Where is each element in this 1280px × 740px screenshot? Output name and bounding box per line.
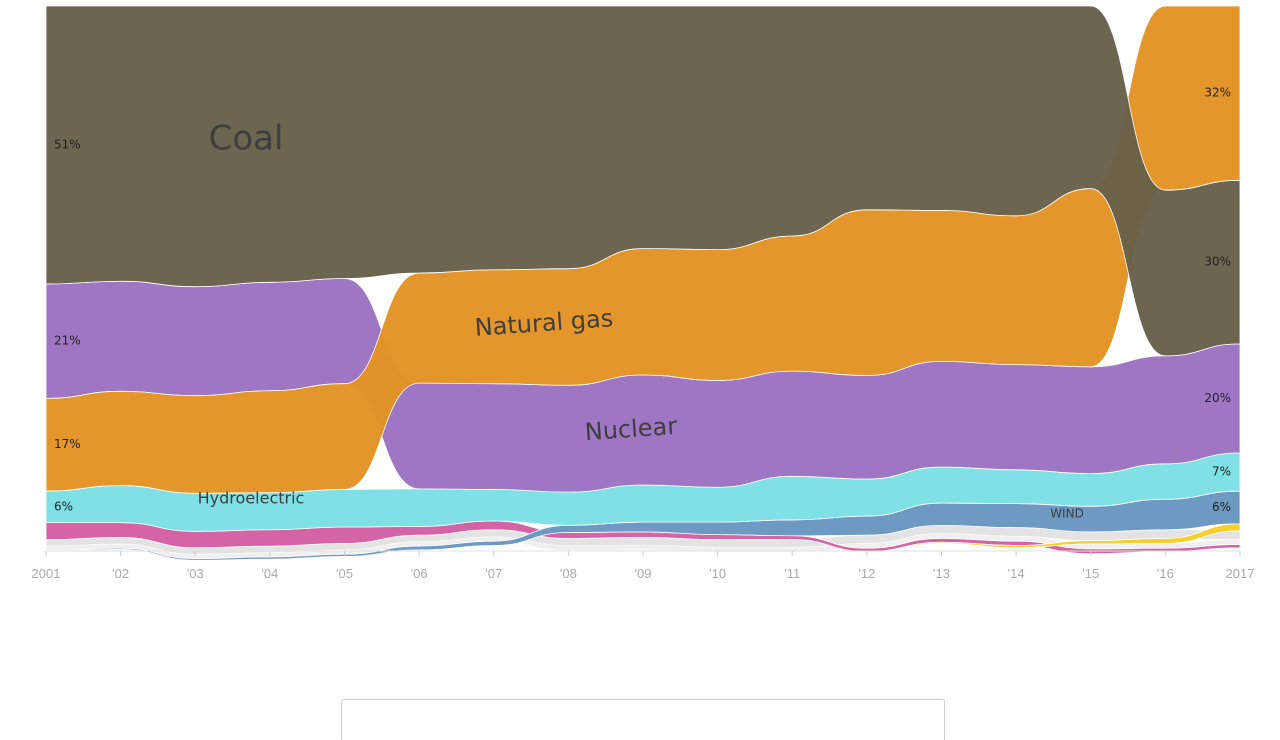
series-label-wind: WIND	[1050, 507, 1084, 521]
series-label-nuclear: Nuclear	[584, 412, 678, 446]
x-tick-label: '09	[635, 566, 652, 581]
electricity-generation-chart: 2001 '02 '03 '04 '05 '06 '07 '08 '09 '10 '11 '12 '13…	[32, 5, 1255, 581]
value-label-hydro-2001: 6%	[54, 499, 73, 513]
x-tick-label: 2001	[32, 566, 61, 581]
series-areas	[45, 5, 1241, 561]
value-label-gas-2017: 32%	[1204, 86, 1231, 100]
x-tick-label: '16	[1157, 566, 1174, 581]
value-label-coal-2017: 30%	[1204, 255, 1231, 269]
x-tick-label: '15	[1082, 566, 1099, 581]
series-label-hydroelectric: Hydroelectric	[198, 489, 305, 508]
value-label-coal-2001: 51%	[54, 137, 81, 151]
x-tick-label: '04	[261, 566, 278, 581]
x-tick-label: '02	[112, 566, 129, 581]
value-label-nuclear-2001: 21%	[54, 334, 81, 348]
value-label-nuclear-2017: 20%	[1204, 391, 1231, 405]
x-tick-label: '05	[336, 566, 353, 581]
x-tick-label: '13	[933, 566, 950, 581]
area-coal	[45, 5, 1241, 357]
series-label-coal: Coal	[209, 119, 284, 159]
value-label-gas-2001: 17%	[54, 437, 81, 451]
value-label-hydro-2017: 7%	[1212, 464, 1231, 478]
value-label-wind-2017: 6%	[1212, 500, 1231, 514]
x-axis: 2001 '02 '03 '04 '05 '06 '07 '08 '09 '10 '11 '12 '13…	[32, 550, 1255, 581]
x-tick-label: '11	[784, 566, 800, 581]
value-labels: 51% 21% 17% 6% 32% 30% 20% 7% 6%	[54, 86, 1231, 514]
x-tick-label: 2017	[1226, 566, 1255, 581]
x-tick-label: '08	[560, 566, 577, 581]
x-tick-label: '03	[187, 566, 204, 581]
x-tick-label: '14	[1008, 566, 1025, 581]
x-tick-label: '12	[858, 566, 875, 581]
x-tick-label: '10	[709, 566, 726, 581]
x-tick-label: '07	[485, 566, 502, 581]
x-tick-label: '06	[411, 566, 428, 581]
